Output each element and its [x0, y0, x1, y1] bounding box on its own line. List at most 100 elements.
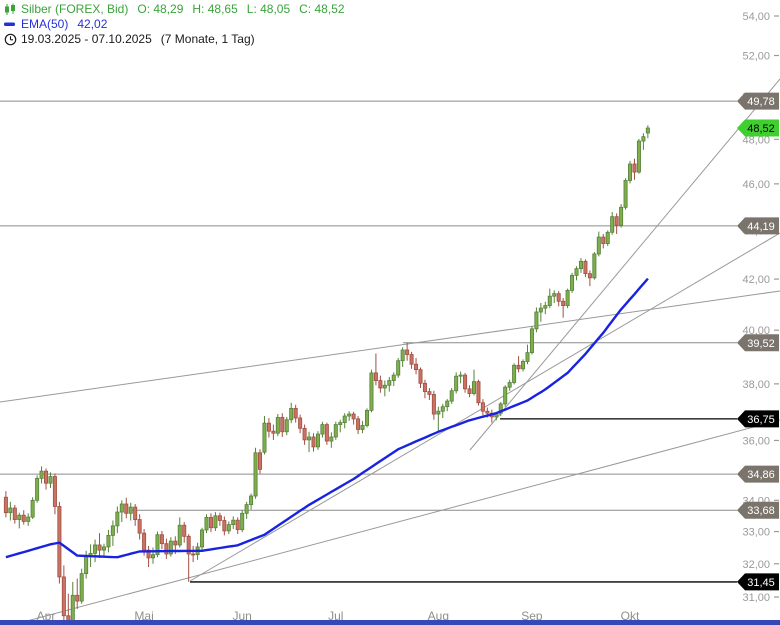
- candle-body: [387, 380, 392, 386]
- candle-body: [364, 409, 369, 426]
- price-badge-black: [737, 410, 779, 428]
- trendline: [469, 78, 780, 451]
- candle-body: [26, 516, 31, 522]
- candle-body: [396, 360, 401, 376]
- candle-body: [431, 393, 436, 415]
- candle-body: [454, 375, 459, 392]
- candle-body: [124, 503, 129, 514]
- price-badge-gray: [737, 217, 779, 235]
- candle-body: [525, 352, 530, 362]
- price-badge-label: 49,78: [747, 96, 775, 108]
- instrument-row: Silber (FOREX, Bid) O: 48,29 H: 48,65 L:…: [4, 2, 354, 17]
- candle-body: [333, 424, 338, 438]
- candle-body: [271, 430, 276, 434]
- candle-body: [516, 364, 521, 370]
- candle-body: [529, 328, 534, 354]
- candle-body: [601, 236, 606, 244]
- candle-body: [70, 594, 75, 623]
- candle-body: [373, 372, 378, 381]
- price-badge-label: 48,52: [747, 123, 775, 135]
- candle-body: [414, 363, 419, 371]
- candle-body: [52, 476, 57, 507]
- candle-body: [97, 544, 102, 551]
- chart-legend: Silber (FOREX, Bid) O: 48,29 H: 48,65 L:…: [4, 2, 354, 47]
- candle-body: [547, 295, 552, 306]
- date-range: 19.03.2025 - 07.10.2025: [21, 32, 152, 46]
- candle-body: [445, 400, 450, 408]
- candle-body: [391, 374, 396, 381]
- candle-body: [168, 540, 173, 555]
- price-badge-black: [737, 573, 779, 591]
- candle-body: [534, 311, 539, 330]
- candle-body: [244, 504, 249, 514]
- candle-body: [115, 511, 120, 527]
- ema-line-swatch: [4, 22, 18, 27]
- y-tick-label: 54,00: [742, 11, 770, 23]
- candle-body: [565, 289, 570, 306]
- y-tick-label: 40,00: [742, 325, 770, 337]
- month-label: Jun: [232, 609, 251, 623]
- candle-body: [587, 273, 592, 279]
- candle-body: [418, 369, 423, 384]
- month-label: Jul: [328, 609, 343, 623]
- candle-body: [636, 140, 641, 173]
- candle-body: [543, 305, 548, 309]
- price-badge-label: 33,68: [747, 505, 775, 517]
- candle-body: [262, 422, 267, 453]
- candle-body: [570, 274, 575, 291]
- candle-body: [574, 268, 579, 276]
- open-value: O: 48,29: [137, 2, 184, 16]
- ema-line: [5, 277, 649, 559]
- candle-body: [458, 374, 463, 377]
- clock-icon: [4, 33, 18, 46]
- candle-body: [258, 452, 263, 470]
- y-tick-label: 46,00: [742, 179, 770, 191]
- candle-body: [498, 403, 503, 414]
- candle-body: [12, 507, 17, 520]
- candle-body: [106, 534, 111, 548]
- candle-body: [30, 499, 35, 518]
- candle-body: [208, 516, 213, 529]
- candle-body: [110, 525, 115, 536]
- candle-body: [182, 524, 187, 537]
- candle-body: [240, 512, 245, 531]
- date-range-row: 19.03.2025 - 07.10.2025 (7 Monate, 1 Tag…: [4, 32, 354, 47]
- candle-body: [133, 506, 138, 520]
- bottom-accent-bar: [0, 620, 780, 625]
- candle-body: [440, 406, 445, 412]
- price-badge-gray: [737, 334, 779, 352]
- candle-body: [302, 427, 307, 441]
- candle-body: [538, 307, 543, 313]
- candle-body: [307, 436, 312, 441]
- candle-body: [61, 576, 66, 617]
- candle-body: [476, 381, 481, 404]
- candle-body: [485, 410, 490, 414]
- candle-body: [422, 382, 427, 393]
- high-value: H: 48,65: [192, 2, 238, 16]
- low-value: L: 48,05: [246, 2, 291, 16]
- candle-body: [93, 544, 98, 554]
- price-badge-label: 44,19: [747, 221, 775, 233]
- candles: [3, 125, 650, 625]
- candle-body: [173, 540, 178, 546]
- candle-body: [405, 349, 410, 355]
- candle-body: [623, 180, 628, 208]
- candle-body: [284, 419, 289, 433]
- y-tick-label: 33,00: [742, 527, 770, 539]
- candle-body: [249, 495, 254, 506]
- candle-body: [360, 425, 365, 430]
- candle-body: [48, 476, 53, 484]
- candle-body: [356, 418, 361, 430]
- y-tick-label: 52,00: [742, 51, 770, 63]
- price-badge-label: 31,45: [747, 577, 775, 589]
- candle-body: [583, 260, 588, 275]
- candlestick-icon: [4, 3, 18, 16]
- candle-body: [200, 529, 205, 548]
- candle-body: [151, 554, 156, 559]
- candle-body: [463, 374, 468, 390]
- candle-body: [266, 422, 271, 432]
- price-badges: 49,78 48,52 44,19 39,52 36,75 34,86 33,68 31,45: [737, 92, 779, 591]
- candle-body: [329, 436, 334, 442]
